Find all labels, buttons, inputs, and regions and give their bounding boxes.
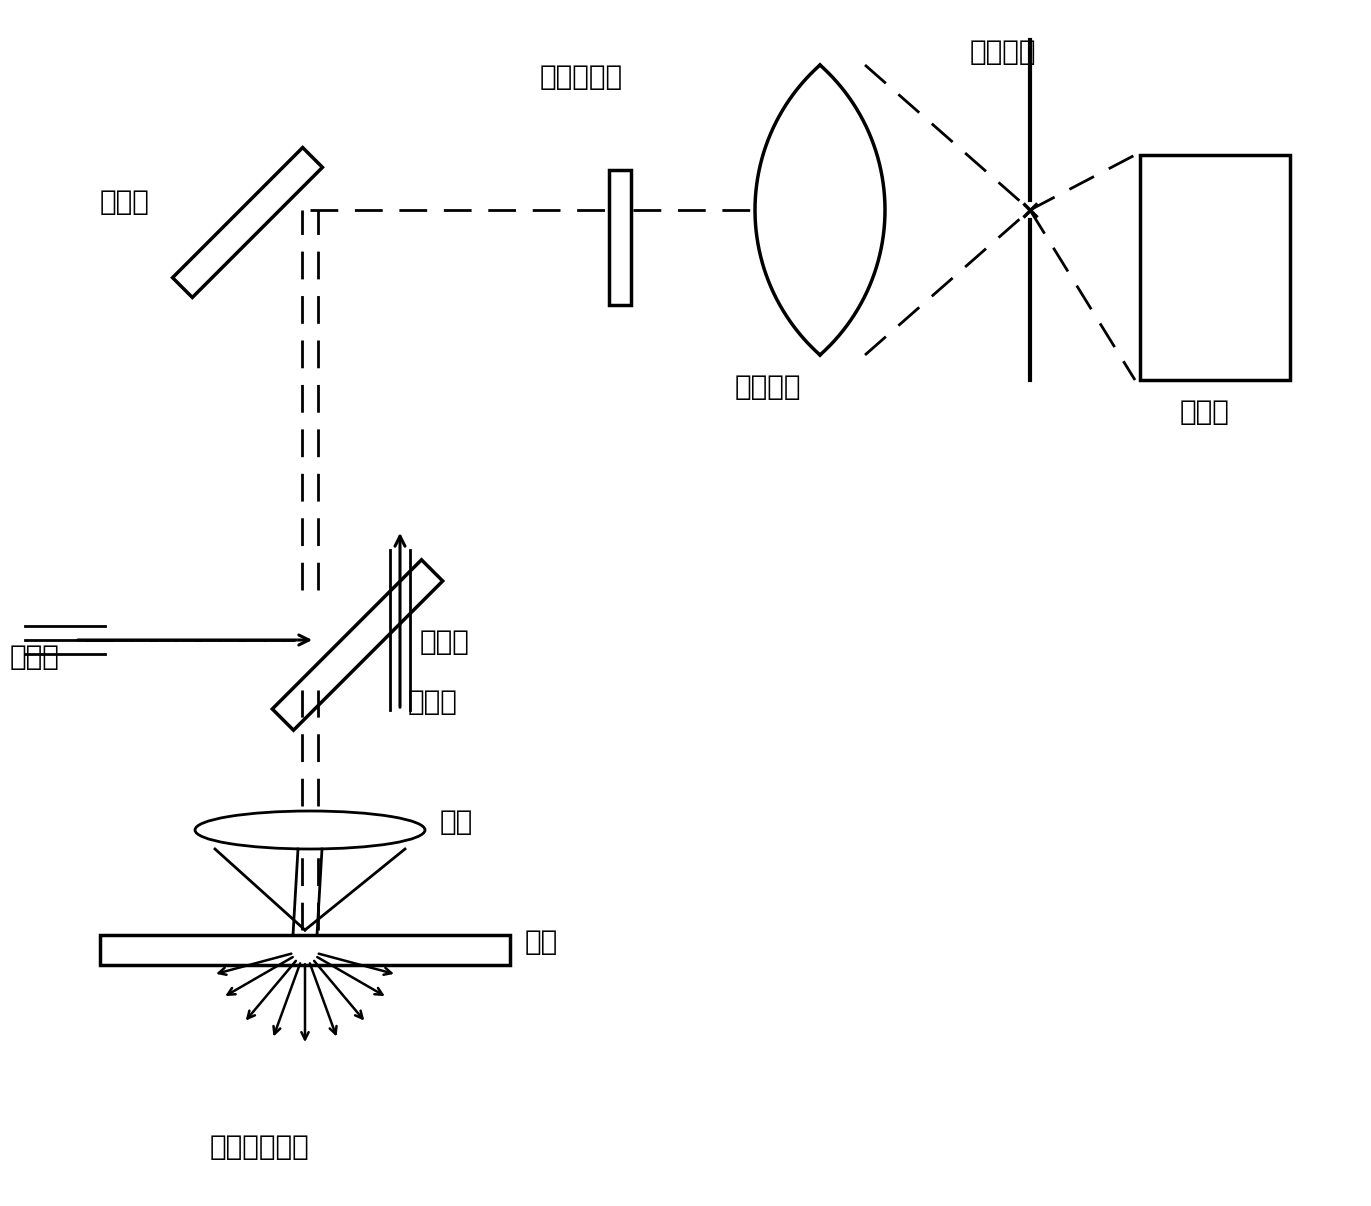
Text: 反射镜: 反射镜 bbox=[100, 188, 149, 216]
Text: 检测器: 检测器 bbox=[1180, 398, 1230, 426]
Bar bbox=[100, 935, 510, 965]
Ellipse shape bbox=[195, 810, 425, 849]
Text: 荚光束: 荚光束 bbox=[420, 628, 470, 656]
Text: 发射滤波器: 发射滤波器 bbox=[540, 63, 624, 90]
Polygon shape bbox=[173, 147, 322, 298]
Text: 物镜: 物镜 bbox=[440, 808, 473, 836]
Bar bbox=[1141, 156, 1290, 380]
Text: 激光束: 激光束 bbox=[10, 643, 60, 671]
Text: 衬底: 衬底 bbox=[525, 927, 558, 956]
Bar bbox=[609, 170, 631, 305]
Text: 分束器: 分束器 bbox=[407, 687, 458, 716]
Text: 检测镜头: 检测镜头 bbox=[735, 373, 802, 402]
Text: 荚光球形发射: 荚光球形发射 bbox=[210, 1132, 310, 1161]
Polygon shape bbox=[273, 560, 443, 730]
Text: 共焦针孔: 共焦针孔 bbox=[971, 39, 1036, 66]
